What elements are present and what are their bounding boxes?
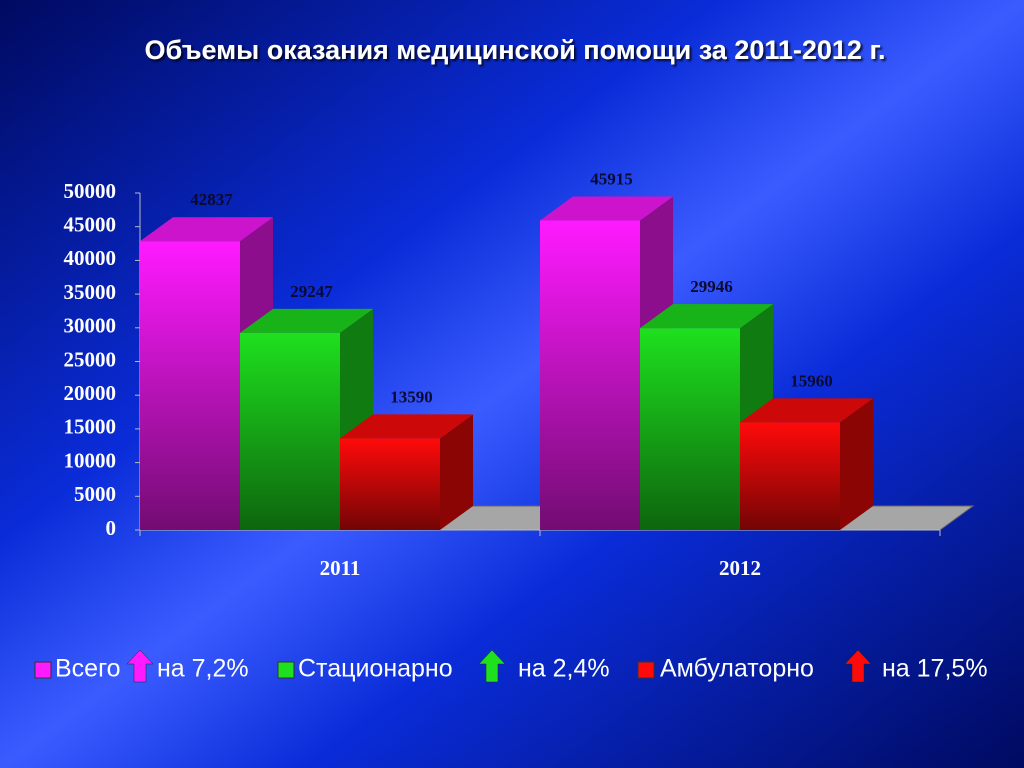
- x-tick-label: 2012: [719, 556, 761, 580]
- bar-shade: [540, 220, 640, 530]
- legend-arrow: [844, 649, 872, 683]
- x-tick-label: 2011: [320, 556, 361, 580]
- bar-shade: [140, 241, 240, 530]
- bar-side-shade: [440, 414, 473, 530]
- bar-top: [540, 196, 673, 221]
- value-label: 13590: [390, 387, 433, 406]
- annotation: на 17,5%: [882, 655, 988, 683]
- legend-swatch: [637, 661, 655, 679]
- bar-top-shade: [540, 196, 673, 221]
- value-label: 45915: [590, 169, 633, 188]
- legend-swatch: [277, 661, 295, 679]
- y-tick-label: 40000: [64, 246, 117, 270]
- bar-top-shade: [740, 398, 873, 423]
- y-tick-label: 5000: [74, 482, 116, 506]
- bar-top: [640, 304, 773, 329]
- bar-top: [240, 308, 373, 333]
- bar-top: [340, 414, 473, 439]
- bar-top-shade: [140, 217, 273, 242]
- y-tick-label: 50000: [64, 179, 117, 203]
- bar-top: [740, 398, 873, 423]
- bar-side: [840, 398, 873, 530]
- bar-shade: [340, 438, 440, 530]
- value-label: 29946: [690, 277, 733, 296]
- y-tick-label: 0: [106, 516, 117, 540]
- annotation: на 2,4%: [518, 655, 610, 683]
- y-tick-label: 25000: [64, 347, 117, 371]
- y-tick-label: 45000: [64, 213, 117, 237]
- bar-shade: [640, 328, 740, 530]
- y-tick-label: 10000: [64, 448, 117, 472]
- y-tick-label: 20000: [64, 381, 117, 405]
- y-tick-label: 35000: [64, 280, 117, 304]
- bar-top: [140, 217, 273, 242]
- legend-swatch: [34, 661, 52, 679]
- legend-arrow: [126, 649, 154, 683]
- bar-shade: [740, 422, 840, 530]
- legend-label: Всего: [55, 655, 121, 683]
- bar-top-shade: [240, 308, 373, 333]
- bar-side: [440, 414, 473, 530]
- value-label: 15960: [790, 371, 833, 390]
- value-label: 29247: [290, 282, 333, 301]
- legend-label: Амбулаторно: [660, 655, 814, 683]
- y-tick-label: 30000: [64, 314, 117, 338]
- y-tick-label: 15000: [64, 415, 117, 439]
- value-label: 42837: [190, 190, 233, 209]
- bar-top-shade: [640, 304, 773, 329]
- chart-title: Объемы оказания медицинской помощи за 20…: [145, 35, 886, 65]
- annotation: на 7,2%: [157, 655, 249, 683]
- bar-shade: [240, 332, 340, 530]
- bar-top-shade: [340, 414, 473, 439]
- legend-label: Стационарно: [298, 655, 453, 683]
- bar-side-shade: [840, 398, 873, 530]
- legend-arrow: [478, 649, 506, 683]
